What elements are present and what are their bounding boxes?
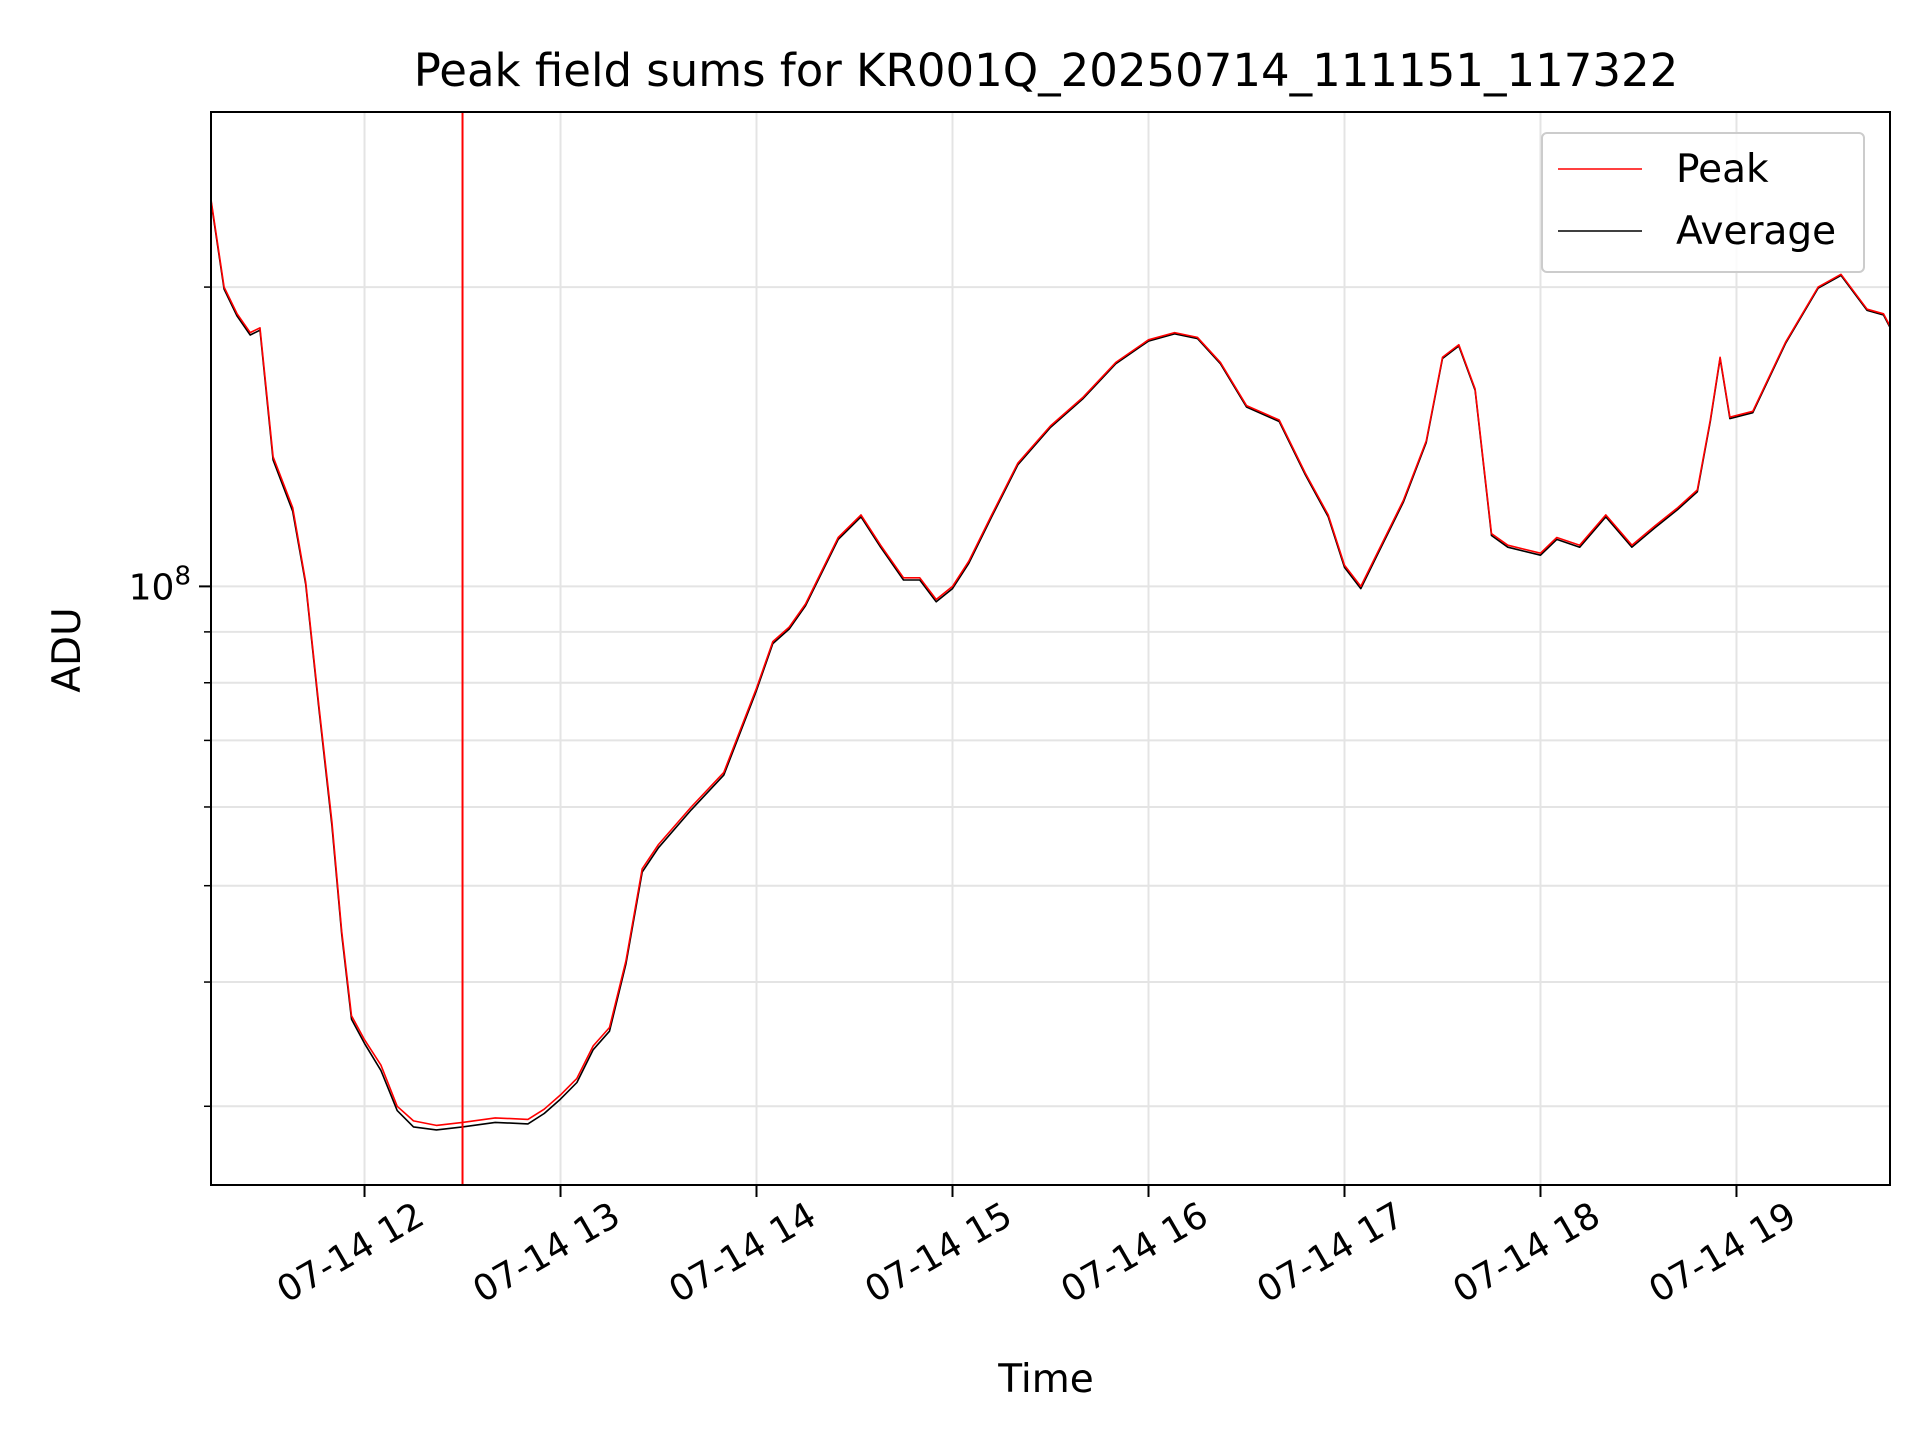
series-line-average (211, 201, 1890, 1131)
legend-label-average: Average (1676, 209, 1836, 254)
series-line-peak (211, 199, 1890, 1127)
y-axis-label: ADU (45, 607, 90, 692)
chart-title: Peak field sums for KR001Q_20250714_1111… (414, 44, 1678, 97)
grid (211, 112, 1890, 1185)
legend-label-peak: Peak (1676, 147, 1769, 192)
legend-box (1541, 132, 1865, 273)
plot-frame (210, 111, 1891, 1186)
x-axis-label: Time (997, 1357, 1093, 1402)
y-tick-label: 108 (129, 561, 191, 608)
series-layer (211, 112, 1890, 1185)
legend: Peak Average (1541, 132, 1865, 273)
